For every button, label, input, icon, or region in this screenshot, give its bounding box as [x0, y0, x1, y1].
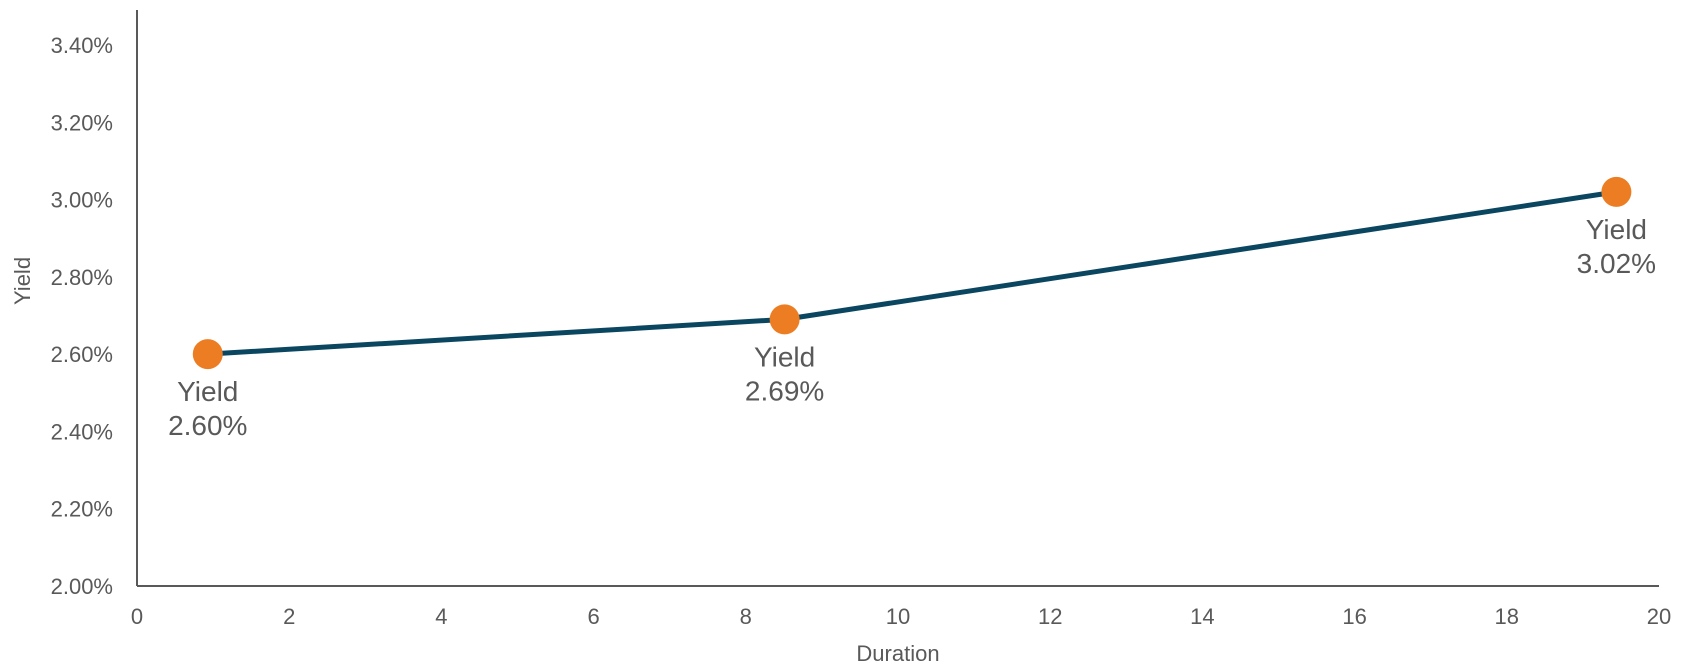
- y-tick-label: 2.60%: [51, 342, 113, 367]
- y-tick-label: 3.40%: [51, 33, 113, 58]
- data-label-value: 2.69%: [745, 375, 824, 406]
- x-tick-label: 8: [740, 604, 752, 629]
- data-point-marker: [769, 304, 800, 335]
- y-axis: 2.00% 2.20% 2.40% 2.60% 2.80% 3.00% 3.20% 3.40%…: [10, 10, 138, 599]
- x-axis: 0 2 4 6 8 10 12 14 16 18 20 Duration: [131, 585, 1671, 665]
- x-tick-label: 18: [1495, 604, 1519, 629]
- data-point-marker: [1601, 176, 1632, 207]
- y-tick-label: 2.40%: [51, 419, 113, 444]
- data-point-marker: [192, 339, 223, 370]
- x-tick-label: 6: [587, 604, 599, 629]
- y-tick-label: 2.80%: [51, 265, 113, 290]
- x-tick-label: 2: [283, 604, 295, 629]
- y-axis-title: Yield: [10, 257, 35, 305]
- data-label-name: Yield: [1586, 214, 1647, 245]
- x-tick-label: 0: [131, 604, 143, 629]
- x-tick-label: 20: [1647, 604, 1671, 629]
- x-tick-label: 14: [1190, 604, 1214, 629]
- x-tick-label: 10: [886, 604, 910, 629]
- y-tick-label: 2.20%: [51, 497, 113, 522]
- data-label-name: Yield: [754, 341, 815, 372]
- x-tick-label: 12: [1038, 604, 1062, 629]
- data-label-value: 2.60%: [168, 410, 247, 441]
- x-axis-title: Duration: [856, 641, 939, 665]
- y-tick-label: 3.00%: [51, 188, 113, 213]
- y-tick-label: 2.00%: [51, 574, 113, 599]
- data-label-value: 3.02%: [1577, 248, 1656, 279]
- series-layer: [192, 176, 1632, 370]
- y-tick-label: 3.20%: [51, 110, 113, 135]
- x-tick-label: 16: [1342, 604, 1366, 629]
- y-tick-labels: 2.00% 2.20% 2.40% 2.60% 2.80% 3.00% 3.20% 3.40%: [51, 33, 113, 599]
- x-tick-label: 4: [435, 604, 447, 629]
- series-line: [205, 189, 1619, 357]
- x-tick-labels: 0 2 4 6 8 10 12 14 16 18 20: [131, 604, 1671, 629]
- data-label-name: Yield: [177, 376, 238, 407]
